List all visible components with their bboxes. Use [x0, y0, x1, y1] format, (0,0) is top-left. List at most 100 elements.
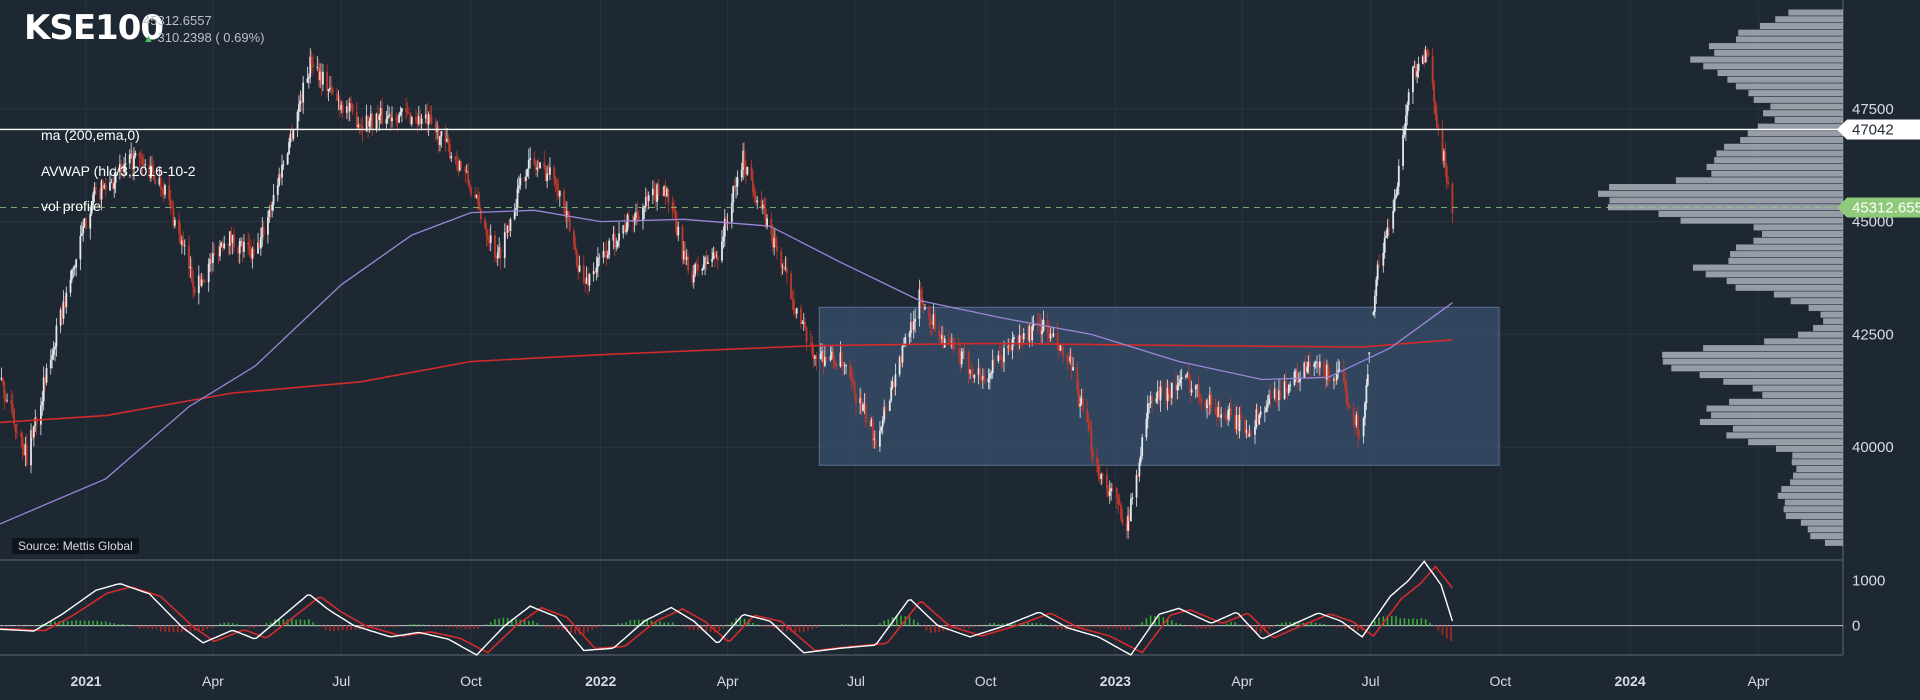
candle — [503, 223, 506, 268]
candle — [780, 247, 783, 277]
histogram-bar — [938, 625, 940, 633]
histogram-bar — [536, 622, 539, 626]
candle — [3, 380, 6, 410]
histogram-bar — [1285, 622, 1287, 626]
histogram-bar — [506, 618, 509, 626]
candle — [712, 246, 715, 260]
candle — [960, 348, 963, 368]
x-tick-label: Jul — [1362, 673, 1380, 689]
candle — [320, 63, 323, 97]
histogram-bar — [1052, 625, 1055, 628]
histogram-bar — [3, 625, 6, 627]
candle — [72, 265, 75, 278]
candle — [319, 63, 321, 89]
candle — [928, 305, 931, 328]
histogram-bar — [1255, 625, 1258, 633]
x-tick-label: Apr — [1747, 673, 1769, 689]
candle — [1187, 362, 1190, 382]
histogram-bar — [1331, 625, 1334, 627]
profile-bar — [1607, 204, 1843, 211]
candle — [618, 221, 620, 248]
histogram-bar — [1061, 625, 1063, 630]
histogram-bar — [494, 619, 496, 626]
candle — [869, 415, 871, 430]
histogram-bar — [1424, 619, 1427, 626]
candle — [474, 187, 477, 198]
candle — [1273, 381, 1276, 401]
candle — [61, 303, 63, 326]
histogram-bar — [671, 622, 674, 626]
candle — [258, 240, 261, 249]
histogram-bar — [718, 625, 720, 632]
histogram-bar — [151, 625, 154, 630]
candle — [1309, 351, 1311, 378]
histogram-bar — [443, 625, 445, 627]
histogram-bar — [100, 621, 103, 626]
candle — [888, 399, 891, 412]
candle — [395, 112, 398, 127]
candle — [424, 104, 427, 124]
candle — [1003, 340, 1005, 373]
candle — [695, 260, 698, 272]
candle — [1345, 380, 1348, 406]
candle — [1100, 472, 1103, 486]
candle — [1423, 48, 1426, 68]
histogram-bar — [117, 624, 120, 626]
profile-bar — [1717, 69, 1843, 77]
candle — [440, 131, 443, 148]
histogram-bar — [862, 624, 864, 626]
candle — [309, 48, 312, 84]
last-price-text: 45312.6557 — [143, 13, 212, 28]
histogram-bar — [1352, 625, 1355, 631]
candle — [732, 185, 735, 213]
candle — [44, 374, 47, 392]
candle — [213, 243, 216, 256]
candle — [922, 300, 925, 314]
candle — [549, 157, 551, 180]
candle — [1098, 464, 1101, 484]
candle — [326, 64, 329, 98]
histogram-bar — [1048, 625, 1050, 627]
profile-bar — [1791, 459, 1843, 466]
candle — [178, 212, 180, 243]
candle — [632, 215, 635, 232]
profile-bar — [1788, 9, 1843, 16]
histogram-bar — [1238, 624, 1241, 626]
candle — [941, 325, 943, 345]
candle — [1373, 290, 1376, 319]
histogram-bar — [1407, 618, 1410, 626]
candle — [417, 105, 420, 126]
histogram-bar — [1445, 625, 1448, 639]
histogram-bar — [1378, 617, 1380, 626]
candle — [1141, 433, 1144, 460]
candle — [547, 163, 550, 176]
histogram-bar — [811, 625, 814, 630]
candle — [1245, 419, 1248, 439]
candle — [41, 391, 44, 416]
x-tick-label: 2024 — [1614, 673, 1645, 689]
candle — [31, 427, 34, 440]
histogram-bar — [109, 622, 111, 626]
histogram-bar — [570, 625, 572, 633]
candle — [465, 164, 468, 174]
candle — [1097, 458, 1100, 481]
candle — [735, 176, 737, 199]
candle — [673, 199, 675, 214]
candle — [654, 183, 657, 207]
candle — [300, 93, 303, 112]
indicator-vol-profile-label: vol profile — [41, 198, 101, 214]
profile-bar — [1783, 506, 1843, 513]
price-tag-47042: 47042 — [1837, 119, 1920, 140]
profile-bar — [1723, 378, 1843, 385]
histogram-bar — [223, 622, 226, 626]
candle — [1166, 379, 1169, 411]
candle — [1224, 407, 1227, 422]
histogram-bar — [236, 623, 238, 626]
histogram-bar — [667, 622, 670, 626]
candle — [523, 176, 526, 183]
candle — [1206, 398, 1208, 419]
candle — [261, 217, 264, 247]
histogram-bar — [1141, 622, 1143, 626]
histogram-bar — [66, 620, 69, 626]
candle — [849, 360, 852, 381]
